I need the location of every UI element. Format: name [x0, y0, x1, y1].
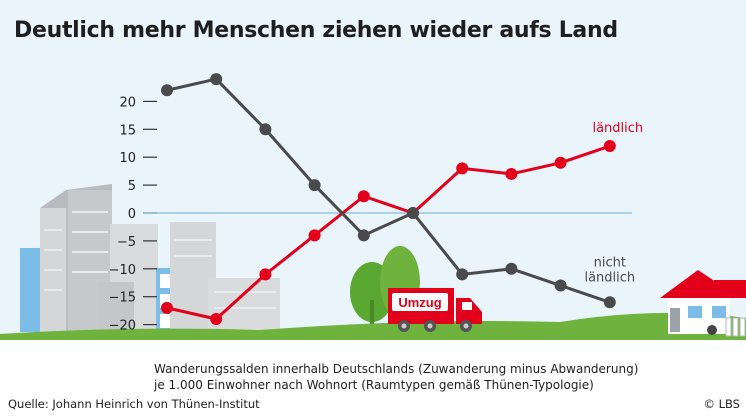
data-point: [603, 296, 616, 309]
data-point: [308, 229, 321, 242]
chart-caption: Wanderungssalden innerhalb Deutschlands …: [154, 361, 638, 393]
data-point: [554, 279, 567, 292]
footer-area: [0, 340, 746, 419]
data-point: [210, 313, 223, 326]
data-point: [161, 301, 173, 314]
house-illustration: [660, 270, 746, 337]
copyright-note: © LBS: [703, 397, 740, 411]
data-point: [554, 156, 567, 169]
city-skyline-illustration: [20, 184, 280, 332]
caption-line-1: Wanderungssalden innerhalb Deutschlands …: [154, 362, 639, 376]
series-label-nonrural-line1: nicht: [594, 255, 626, 270]
data-point: [210, 73, 223, 86]
caption-line-2: je 1.000 Einwohner nach Wohnort (Raumtyp…: [154, 378, 594, 392]
data-point: [161, 84, 173, 97]
data-point: [603, 140, 616, 153]
chart-title: Deutlich mehr Menschen ziehen wieder auf…: [14, 18, 618, 43]
series-label-nonrural-line2: ländlich: [584, 270, 635, 285]
truck-label: Umzug: [398, 295, 441, 310]
data-point: [308, 179, 321, 192]
data-point: [259, 123, 272, 136]
series-line: [166, 77, 611, 304]
y-tick-label: −15: [109, 291, 136, 306]
y-tick-label: 10: [119, 151, 136, 166]
data-point: [456, 268, 469, 281]
y-tick-label: −10: [109, 263, 136, 278]
series-line: [166, 144, 611, 321]
data-point: [505, 262, 518, 275]
y-tick-label: −5: [117, 235, 136, 250]
source-note: Quelle: Johann Heinrich von Thünen-Insti…: [8, 397, 260, 411]
series-label-rural: ländlich: [592, 121, 643, 136]
data-point: [407, 207, 419, 219]
y-tick-label: −20: [109, 319, 136, 334]
y-tick-label: 0: [128, 207, 136, 222]
y-tick-label: 20: [119, 95, 136, 110]
meadow-ground: [0, 312, 746, 340]
moving-truck-illustration: Umzug: [388, 288, 482, 332]
data-point: [357, 229, 370, 242]
data-point: [456, 162, 469, 175]
data-point: [357, 190, 370, 203]
data-point: [259, 268, 272, 281]
y-tick-label: 5: [128, 179, 136, 194]
data-point: [505, 167, 518, 180]
y-tick-label: 15: [119, 123, 136, 138]
